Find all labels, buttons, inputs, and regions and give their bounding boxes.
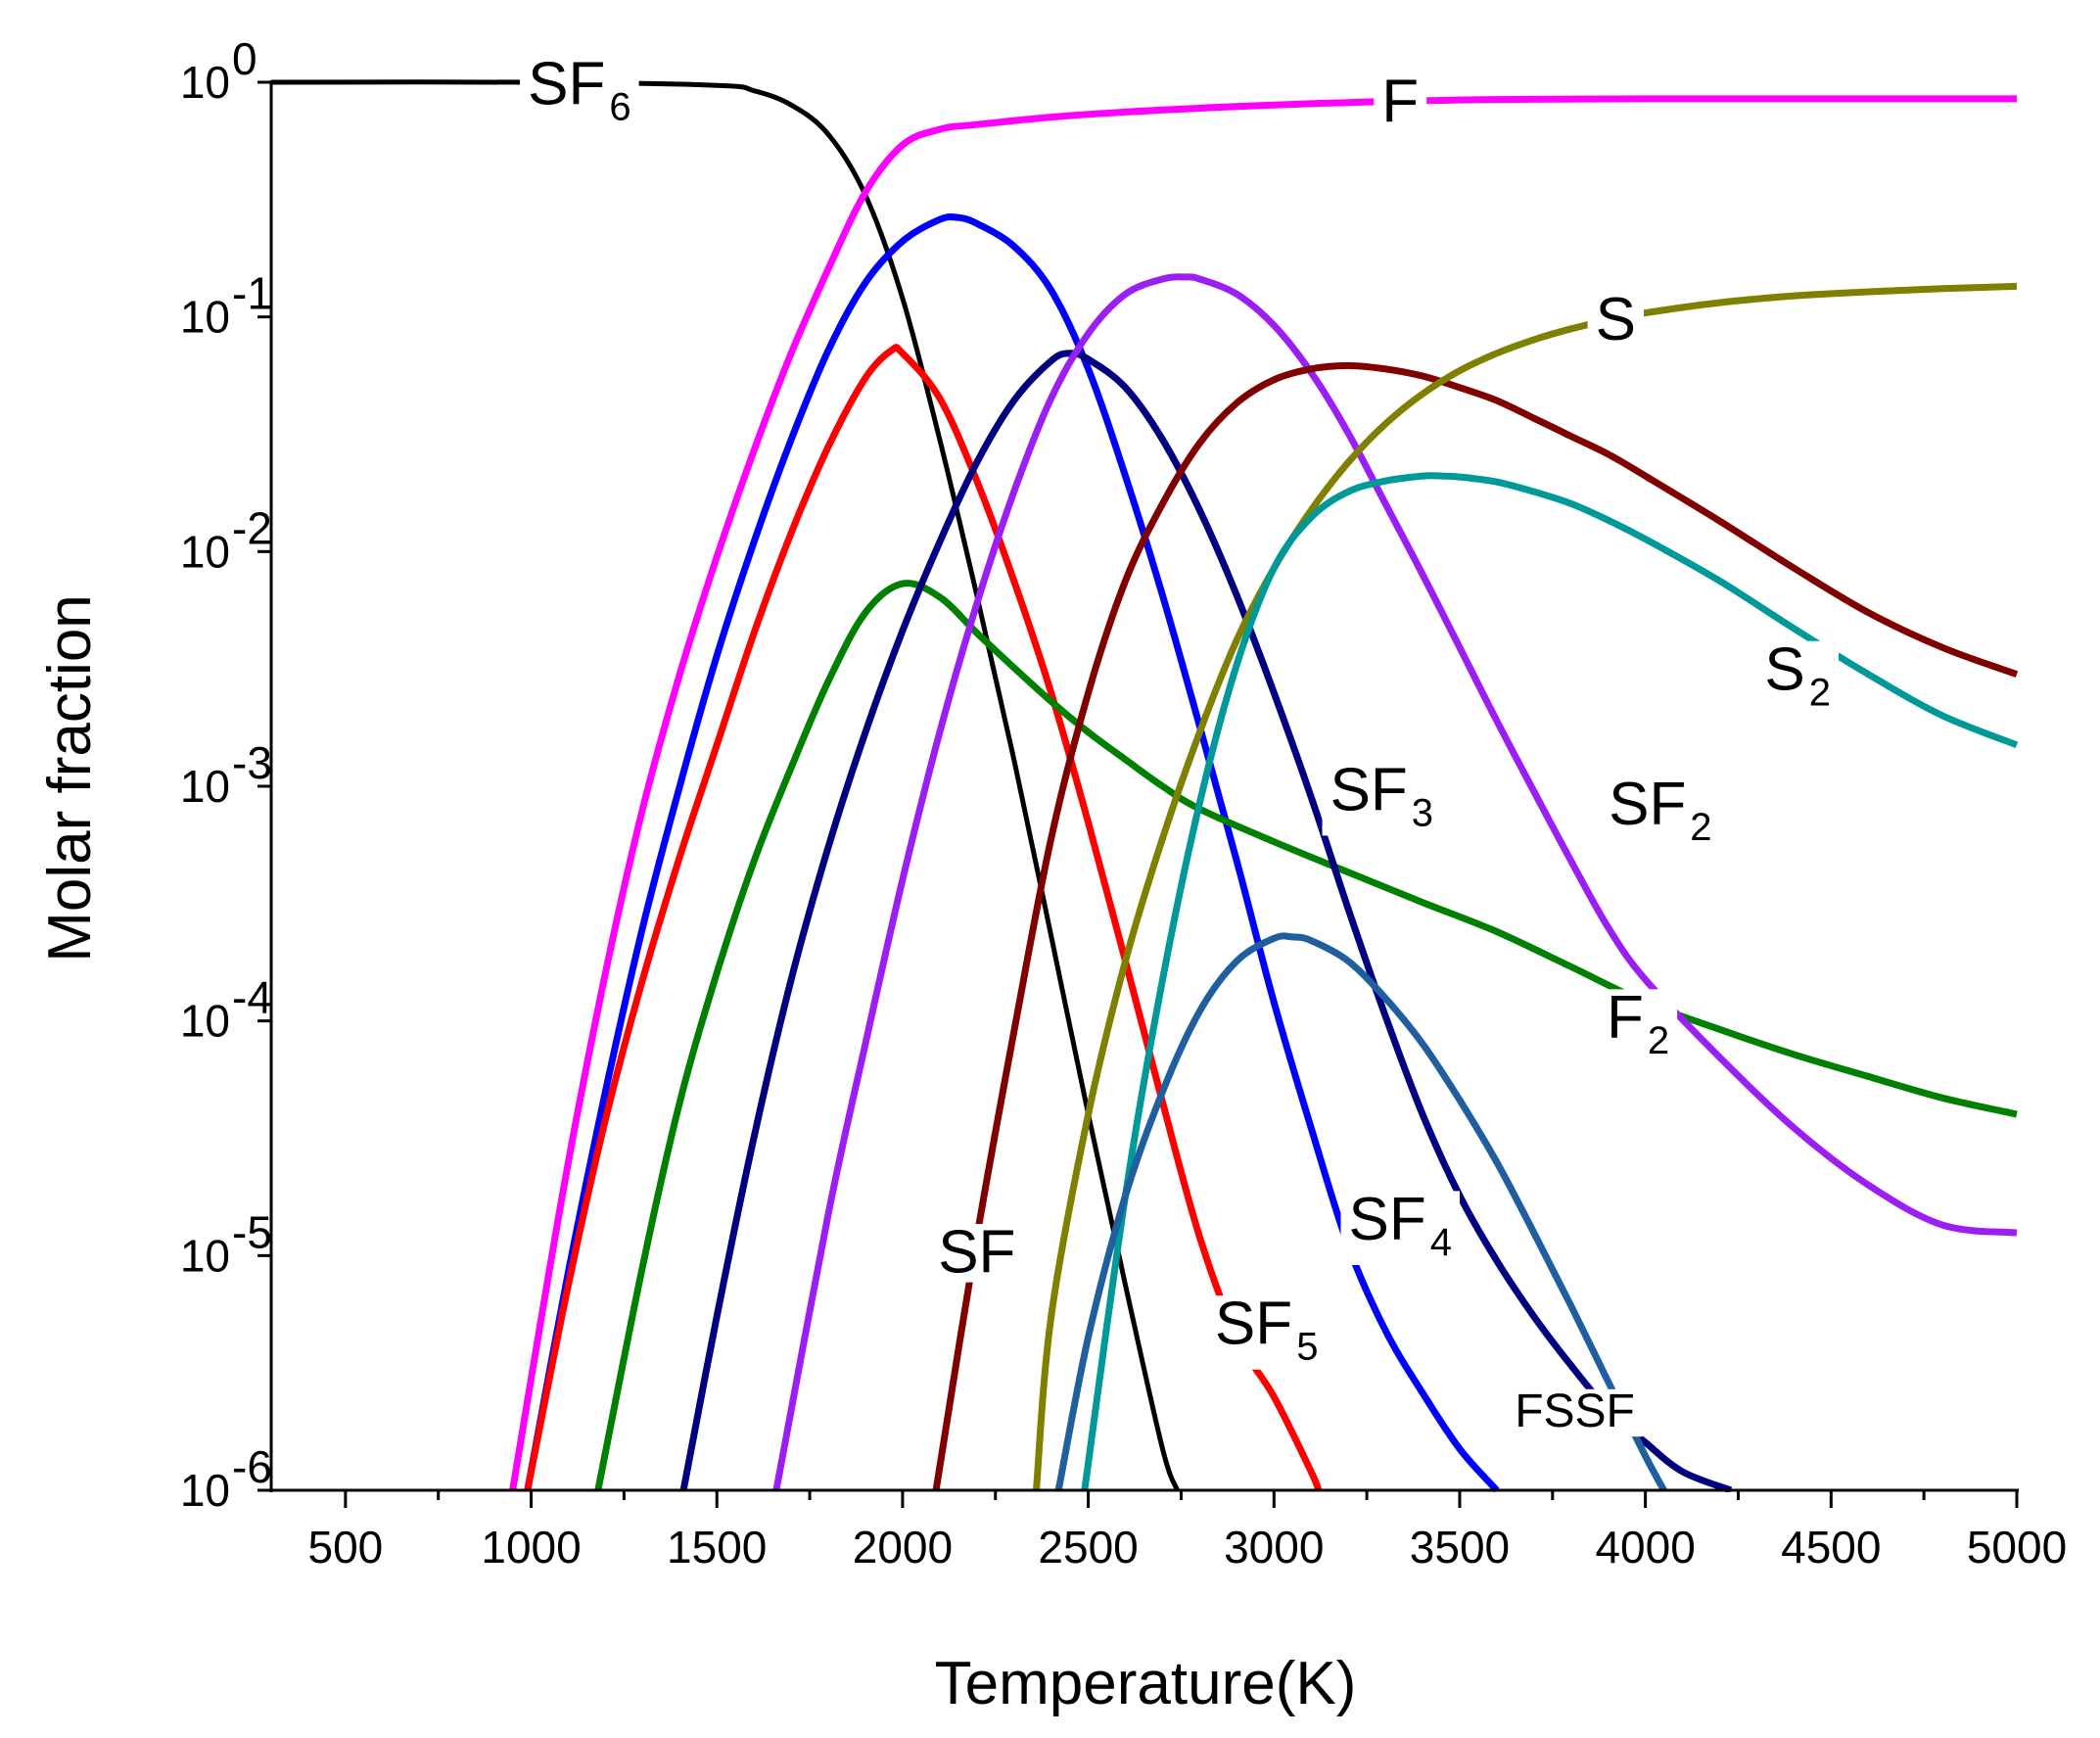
series-label-subscript: 5 xyxy=(1296,1326,1318,1369)
series-label-subscript: 3 xyxy=(1412,791,1433,834)
y-tick-label--3: 10 xyxy=(180,761,230,812)
x-tick-label-4000: 4000 xyxy=(1595,1522,1695,1573)
y-tick-label--6: 10 xyxy=(180,1465,230,1516)
series-label-text: F xyxy=(1607,984,1644,1052)
series-label-text: F xyxy=(1381,69,1419,136)
y-axis-title: Molar fraction xyxy=(36,594,104,963)
series-label-bg xyxy=(1374,72,1427,132)
series-label-text: SF xyxy=(1349,1186,1426,1253)
series-label-subscript: 2 xyxy=(1809,671,1831,714)
series-label-subscript: 6 xyxy=(609,85,630,128)
series-label-subscript: 4 xyxy=(1430,1221,1452,1264)
series-line-s2 xyxy=(1081,472,2019,1491)
series-line-s xyxy=(1033,282,2018,1491)
x-tick-label-2000: 2000 xyxy=(853,1522,953,1573)
y-tick-exp--6: -6 xyxy=(232,1441,272,1492)
series-label-bg xyxy=(1587,291,1644,350)
series-line-sf4 xyxy=(524,212,1500,1492)
x-tick-label-5000: 5000 xyxy=(1967,1522,2067,1573)
y-tick-label--1: 10 xyxy=(180,292,230,343)
x-axis-title: Temperature(K) xyxy=(935,1650,1357,1717)
series-label-bg xyxy=(1756,640,1839,716)
series-line-sf5 xyxy=(524,344,1323,1492)
y-tick-exp--3: -3 xyxy=(232,737,272,788)
x-tick-label-1000: 1000 xyxy=(481,1522,581,1573)
series-label-sf4: SF 4 xyxy=(1340,1186,1460,1265)
series-label-fssf: FSSF xyxy=(1507,1386,1643,1437)
x-tick-label-4500: 4500 xyxy=(1781,1522,1881,1573)
series-label-bg xyxy=(1206,1295,1327,1370)
series-label-sf6: SF 6 xyxy=(520,50,639,130)
series-label-bg xyxy=(1340,1191,1460,1265)
series-label-bg xyxy=(1599,989,1678,1063)
y-tick-exp--5: -5 xyxy=(232,1206,272,1257)
y-tick-exp--4: -4 xyxy=(232,972,272,1023)
x-tick-label-3000: 3000 xyxy=(1224,1522,1324,1573)
series-line-sf6 xyxy=(270,79,1180,1491)
series-label-bg xyxy=(1507,1388,1643,1437)
series-label-f: F xyxy=(1374,69,1427,136)
series-label-text: SF xyxy=(1215,1291,1292,1358)
series-label-bg xyxy=(520,55,639,130)
series-label-sf3: SF 3 xyxy=(1322,756,1441,836)
series-label-text: SF xyxy=(938,1219,1015,1287)
series-line-sf xyxy=(932,361,2019,1491)
axes-layer: 500 1000 1500 2000 2500 3000 3500 4000 4500 5000 1… xyxy=(180,33,2067,1573)
y-tick-label-0: 10 xyxy=(180,57,230,108)
y-tick-label--4: 10 xyxy=(180,996,230,1047)
y-tick-label--2: 10 xyxy=(180,526,230,577)
x-tick-label-500: 500 xyxy=(307,1522,383,1573)
series-label-subscript: 2 xyxy=(1690,806,1711,849)
series-line-sf2 xyxy=(772,273,2018,1491)
series-label-sf5: SF 5 xyxy=(1206,1291,1327,1370)
y-tick-exp--1: -1 xyxy=(232,268,272,319)
series-label-text: FSSF xyxy=(1515,1386,1635,1437)
series-label-text: S xyxy=(1596,286,1636,353)
series-line-f xyxy=(509,95,2017,1491)
series-label-s: S xyxy=(1587,286,1644,353)
series-layer xyxy=(270,79,2019,1492)
series-label-text: SF xyxy=(528,50,605,117)
series-line-fssf xyxy=(1054,932,1667,1492)
series-label-bg xyxy=(1601,775,1720,851)
series-label-bg xyxy=(1322,761,1441,836)
x-tick-label-2500: 2500 xyxy=(1038,1522,1138,1573)
series-label-sf: SF xyxy=(930,1219,1024,1287)
series-line-sf3 xyxy=(679,350,1733,1492)
x-tick-label-3500: 3500 xyxy=(1410,1522,1510,1573)
series-label-text: SF xyxy=(1330,756,1408,823)
series-label-subscript: 2 xyxy=(1648,1019,1669,1062)
series-label-bg xyxy=(930,1224,1024,1283)
y-tick-exp--2: -2 xyxy=(232,502,272,553)
series-label-sf2: SF 2 xyxy=(1601,771,1720,851)
series-label-text: S xyxy=(1764,635,1804,703)
y-tick-label--5: 10 xyxy=(180,1230,230,1281)
x-tick-label-1500: 1500 xyxy=(667,1522,767,1573)
series-label-text: SF xyxy=(1609,771,1686,838)
y-tick-exp-0: 0 xyxy=(232,33,257,84)
